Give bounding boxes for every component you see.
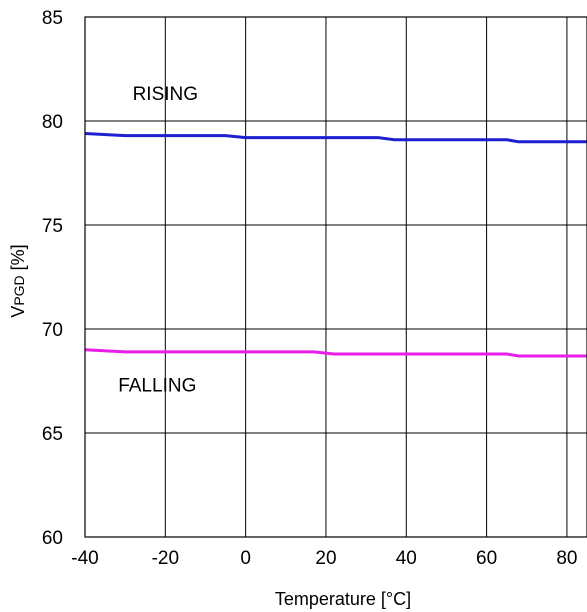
x-tick-label: -40 [71,548,98,569]
x-tick-label: 80 [556,548,577,569]
series-line-rising [84,132,587,144]
annotations: RISING FALLING [118,84,198,396]
x-tick-label: -20 [152,548,179,569]
y-axis-label-unit: [%] [8,244,28,275]
x-tick-label: 0 [240,548,251,569]
plot-frame [84,16,587,538]
y-tick-label: 75 [42,216,63,237]
x-tick-label: 40 [396,548,417,569]
x-tick-label: 60 [476,548,497,569]
y-axis-label: VPGD [%] [8,244,28,317]
y-tick-label: 70 [42,320,63,341]
annotation-rising: RISING [133,84,198,105]
y-tick-label: 65 [42,424,63,445]
series-lines [84,132,587,358]
y-axis-label-subscript: PGD [11,275,27,305]
y-tick-label: 80 [42,112,63,133]
y-axis-label-main: V [8,306,28,318]
y-tick-labels: 60 65 70 75 80 85 [42,8,63,549]
x-tick-labels: -40 -20 0 20 40 60 80 [71,548,577,569]
y-tick-label: 60 [42,528,63,549]
annotation-falling: FALLING [118,375,196,396]
x-tick-label: 20 [315,548,336,569]
y-tick-label: 85 [42,8,63,29]
grid [85,17,587,537]
x-axis-label: Temperature [°C] [275,589,411,609]
series-line-falling [84,348,587,358]
